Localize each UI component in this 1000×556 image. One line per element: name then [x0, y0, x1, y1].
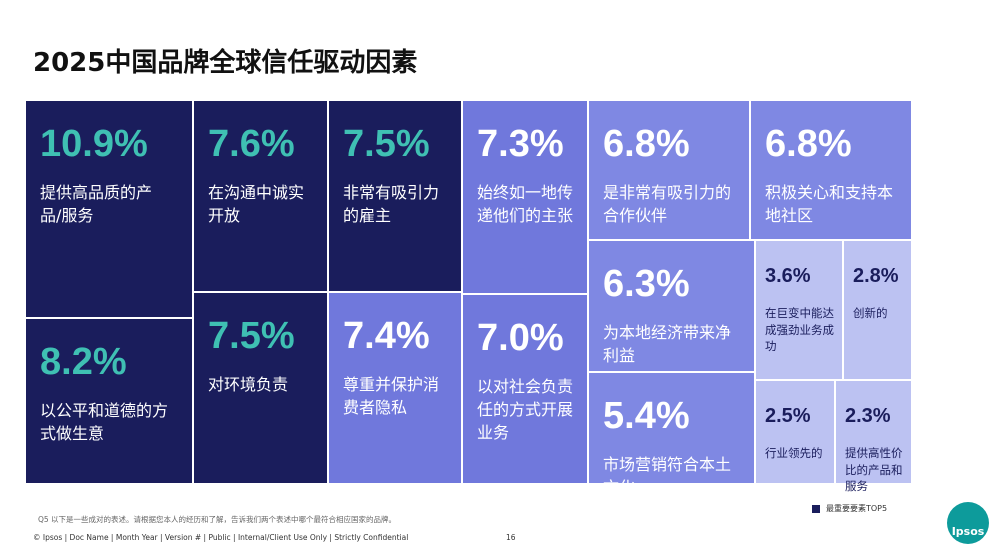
tile-label: 对环境负责	[208, 375, 289, 394]
tile-label: 在沟通中诚实开放	[208, 183, 305, 226]
value-label: 5.4%	[603, 395, 690, 437]
value-label: 8.2%	[40, 341, 127, 383]
legend-swatch	[812, 505, 820, 513]
value-label: 7.0%	[477, 317, 564, 359]
tile: 2.3% 提供高性价比的产品和服务	[835, 380, 912, 493]
tile-label: 创新的	[853, 306, 888, 320]
value-label: 7.5%	[343, 123, 430, 165]
footer: © Ipsos | Doc Name | Month Year | Versio…	[33, 533, 409, 542]
value-label: 6.3%	[603, 263, 690, 305]
value-label: 6.8%	[765, 123, 852, 165]
logo-text: Ipsos	[951, 525, 985, 538]
value-label: 7.4%	[343, 315, 430, 357]
tile: 2.5% 行业领先的	[755, 380, 835, 484]
tile: 7.0% 以对社会负责任的方式开展业务	[462, 294, 588, 484]
tile-label: 以对社会负责任的方式开展业务	[477, 377, 574, 443]
tile: 7.5% 非常有吸引力的雇主	[328, 100, 462, 292]
tile: 7.3% 始终如一地传递他们的主张	[462, 100, 588, 294]
tile: 7.6% 在沟通中诚实开放	[193, 100, 328, 292]
tile-label: 非常有吸引力的雇主	[343, 183, 440, 226]
tile-label: 在巨变中能达成强劲业务成功	[765, 306, 834, 354]
page-number: 16	[506, 533, 516, 542]
tile: 7.4% 尊重并保护消费者隐私	[328, 292, 462, 484]
tile-label: 积极关心和支持本地社区	[765, 183, 894, 226]
tile: 6.3% 为本地经济带来净利益	[588, 240, 755, 372]
tile-label: 始终如一地传递他们的主张	[477, 183, 574, 226]
tile: 6.8% 是非常有吸引力的合作伙伴	[588, 100, 750, 240]
tile-label: 是非常有吸引力的合作伙伴	[603, 183, 732, 226]
tile: 5.4% 市场营销符合本土文化	[588, 372, 755, 497]
value-label: 2.3%	[845, 405, 891, 427]
tile: 8.2% 以公平和道德的方式做生意	[25, 318, 193, 484]
footnote: Q5 以下是一些成对的表述。请根据您本人的经历和了解，告诉我们两个表述中哪个最符…	[38, 515, 397, 524]
value-label: 3.6%	[765, 265, 811, 287]
tile-label: 行业领先的	[765, 446, 823, 460]
tile-label: 提供高性价比的产品和服务	[845, 446, 903, 494]
value-label: 7.3%	[477, 123, 564, 165]
tile-label: 市场营销符合本土文化	[603, 455, 732, 498]
tile-label: 提供高品质的产品/服务	[40, 183, 153, 226]
tile: 6.8% 积极关心和支持本地社区	[750, 100, 912, 240]
tile: 3.6% 在巨变中能达成强劲业务成功	[755, 240, 843, 380]
value-label: 10.9%	[40, 123, 148, 165]
tile: 7.5% 对环境负责	[193, 292, 328, 484]
value-label: 2.8%	[853, 265, 899, 287]
value-label: 7.6%	[208, 123, 295, 165]
value-label: 6.8%	[603, 123, 690, 165]
value-label: 2.5%	[765, 405, 811, 427]
legend-label: 最重要要素TOP5	[826, 504, 888, 513]
logo: Ipsos	[947, 502, 989, 544]
tile: 10.9% 提供高品质的产品/服务	[25, 100, 193, 318]
tile-label: 为本地经济带来净利益	[603, 323, 732, 366]
tile-label: 尊重并保护消费者隐私	[343, 375, 440, 418]
chart-title: 2025中国品牌全球信任驱动因素	[33, 48, 418, 78]
tile: 2.8% 创新的	[843, 240, 912, 380]
value-label: 7.5%	[208, 315, 295, 357]
tile-label: 以公平和道德的方式做生意	[40, 401, 169, 444]
